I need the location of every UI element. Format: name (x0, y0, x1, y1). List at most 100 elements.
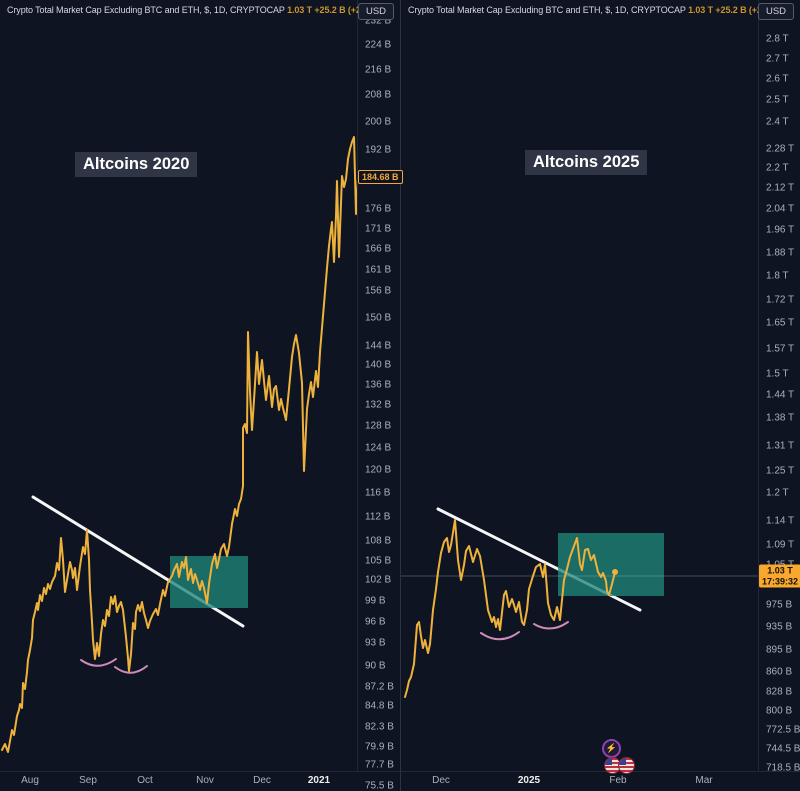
currency-toggle-button[interactable]: USD (358, 3, 394, 20)
price-axis[interactable]: 232 B 224 B 216 B 208 B 200 B 192 B 176 B 171 B… (357, 0, 401, 791)
y-axis-tick-label: 132 B (365, 399, 392, 411)
x-axis-tick-label: 2025 (517, 775, 541, 786)
y-axis-tick-label: 84.8 B (365, 700, 394, 712)
x-axis-tick-label: 2021 (307, 775, 331, 786)
last-price-dot (612, 569, 618, 575)
y-axis-tick-label: 93 B (365, 637, 386, 649)
annotation-altcoins-2025: Altcoins 2025 (525, 150, 648, 175)
y-axis-tick-label: 90 B (365, 660, 386, 672)
y-axis-tick-label: 1.57 T (766, 343, 795, 355)
y-axis-tick-label: 105 B (365, 555, 392, 567)
y-axis-tick-label: 1.88 T (766, 247, 795, 259)
x-axis-tick-label: Dec (432, 775, 450, 786)
chart-plot-area-2025[interactable] (401, 0, 758, 771)
y-axis-tick-label: 2.6 T (766, 73, 789, 85)
y-axis-tick-label: 1.38 T (766, 412, 795, 424)
annotation-altcoins-2020: Altcoins 2020 (75, 152, 198, 177)
chart-panel-2025: Crypto Total Market Cap Excluding BTC an… (400, 0, 800, 791)
price-line (1, 136, 357, 753)
y-axis-tick-label: 112 B (365, 511, 391, 523)
symbol-legend[interactable]: Crypto Total Market Cap Excluding BTC an… (7, 5, 384, 15)
x-axis-tick-label: Aug (21, 775, 39, 786)
price-change: +25.2 B (+2.51%) (314, 5, 384, 15)
currency-toggle-button[interactable]: USD (758, 3, 794, 20)
y-axis-tick-label: 828 B (766, 686, 793, 698)
x-axis-tick-label: Nov (196, 775, 214, 786)
y-axis-tick-label: 2.2 T (766, 162, 789, 174)
y-axis-tick-label: 128 B (365, 420, 392, 432)
y-axis-tick-label: 79.9 B (365, 741, 394, 753)
y-axis-tick-label: 176 B (365, 203, 392, 215)
y-axis-tick-label: 140 B (365, 359, 392, 371)
chart-canvas (1, 136, 357, 753)
y-axis-tick-label: 772.5 B (766, 724, 800, 736)
y-axis-tick-label: 161 B (365, 264, 392, 276)
y-axis-tick-label: 156 B (365, 285, 392, 297)
y-axis-tick-label: 124 B (365, 442, 392, 454)
y-axis-tick-label: 171 B (365, 223, 392, 235)
y-axis-tick-label: 1.5 T (766, 368, 789, 380)
flag-canton (605, 758, 612, 765)
y-axis-tick-label: 935 B (766, 621, 793, 633)
y-axis-tick-label: 208 B (365, 89, 392, 101)
price-line (404, 519, 616, 698)
last-price: 1.03 T (688, 5, 713, 15)
y-axis-tick-label: 1.14 T (766, 515, 795, 527)
y-axis-tick-label: 2.7 T (766, 53, 789, 65)
y-axis-tick-label: 895 B (766, 644, 793, 656)
symbol-title[interactable]: Crypto Total Market Cap Excluding BTC an… (408, 5, 686, 15)
symbol-title[interactable]: Crypto Total Market Cap Excluding BTC an… (7, 5, 285, 15)
y-axis-tick-label: 860 B (766, 666, 793, 678)
time-axis[interactable]: Dec 2025 Feb Mar (401, 771, 800, 791)
chart-canvas (401, 507, 758, 698)
y-axis-tick-label: 975 B (766, 599, 793, 611)
current-price-axis-label: 184.68 B (358, 170, 403, 184)
y-axis-tick-label: 102 B (365, 574, 392, 586)
symbol-legend[interactable]: Crypto Total Market Cap Excluding BTC an… (408, 5, 785, 15)
x-axis-tick-label: Feb (609, 775, 627, 786)
x-axis-tick-label: Dec (253, 775, 271, 786)
chart-plot-area-2020[interactable] (0, 0, 357, 771)
y-axis-tick-label: 2.8 T (766, 33, 789, 45)
y-axis-tick-label: 1.44 T (766, 389, 795, 401)
last-price: 1.03 T (287, 5, 312, 15)
x-axis-tick-label: Mar (695, 775, 713, 786)
price-axis[interactable]: 2.8 T 2.7 T 2.6 T 2.5 T 2.4 T 2.28 T 2.2 T 2.12… (758, 0, 800, 774)
y-axis-tick-label: 2.5 T (766, 94, 789, 106)
y-axis-tick-label: 82.3 B (365, 721, 394, 733)
y-axis-tick-label: 136 B (365, 379, 392, 391)
us-flag-reaction-icon[interactable] (604, 757, 621, 774)
y-axis-tick-label: 1.72 T (766, 294, 795, 306)
y-axis-tick-label: 216 B (365, 64, 392, 76)
y-axis-tick-label: 150 B (365, 312, 392, 324)
y-axis-tick-label: 108 B (365, 535, 392, 547)
y-axis-tick-label: 224 B (365, 39, 392, 51)
us-flag-reaction-icon[interactable] (618, 757, 635, 774)
y-axis-tick-label: 75.5 B (365, 780, 394, 791)
y-axis-tick-label: 2.4 T (766, 116, 789, 128)
y-axis-tick-label: 144 B (365, 340, 392, 352)
y-axis-tick-label: 232 B (365, 15, 392, 27)
y-axis-tick-label: 1.8 T (766, 270, 789, 282)
lightning-reaction-icon[interactable]: ⚡ (602, 739, 621, 758)
y-axis-tick-label: 2.28 T (766, 143, 795, 155)
y-axis-tick-label: 1.09 T (766, 539, 795, 551)
double-bottom-arc (114, 665, 148, 674)
time-axis[interactable]: Aug Sep Oct Nov Dec 2021 (0, 771, 400, 791)
y-axis-tick-label: 1.96 T (766, 224, 795, 236)
double-bottom-arc (80, 658, 117, 667)
y-axis-tick-label: 1.31 T (766, 440, 795, 452)
y-axis-tick-label: 1.65 T (766, 317, 795, 329)
y-axis-tick-label: 166 B (365, 243, 392, 255)
y-axis-tick-label: 96 B (365, 616, 386, 628)
double-bottom-arc (533, 621, 569, 630)
y-axis-tick-label: 718.5 B (766, 762, 800, 774)
y-axis-tick-label: 99 B (365, 595, 386, 607)
y-axis-tick-label: 1.2 T (766, 487, 789, 499)
y-axis-tick-label: 2.04 T (766, 203, 795, 215)
y-axis-tick-label: 77.7 B (365, 759, 394, 771)
y-axis-tick-label: 1.25 T (766, 465, 795, 477)
y-axis-tick-label: 2.12 T (766, 182, 795, 194)
y-axis-tick-label: 192 B (365, 144, 392, 156)
